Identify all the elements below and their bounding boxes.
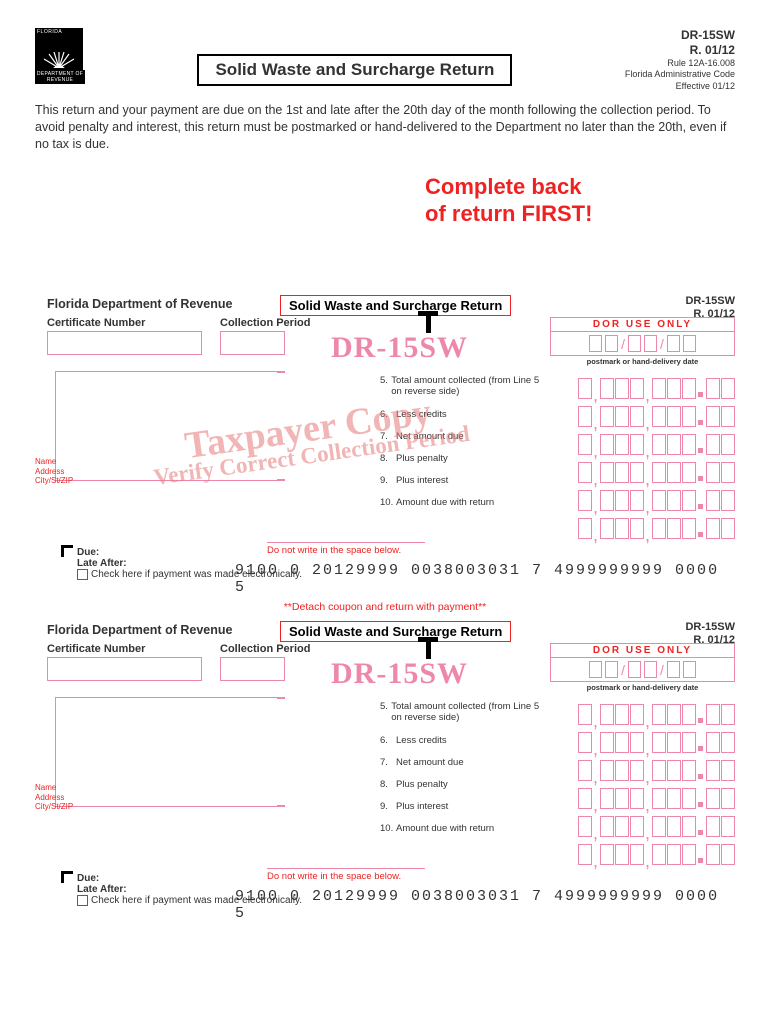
page-title: Solid Waste and Surcharge Return	[197, 54, 512, 86]
dor-use-label: DOR USE ONLY	[550, 643, 735, 657]
amount-row-7: ,,	[577, 757, 735, 781]
coll-label: Collection Period	[220, 643, 310, 655]
amount-row-6: ,,	[577, 403, 735, 427]
dor-date-boxes[interactable]: / /	[550, 657, 735, 682]
amount-grid[interactable]: ,, ,, ,, ,, ,, ,,	[577, 701, 735, 869]
dor-use-label: DOR USE ONLY	[550, 317, 735, 331]
amount-row-5: ,,	[577, 701, 735, 725]
amount-row-10: ,,	[577, 841, 735, 865]
address-bracket	[55, 371, 285, 481]
big-form-code: DR-15SW	[331, 657, 468, 691]
amount-row-7: ,,	[577, 431, 735, 455]
complete-back-notice: Complete back of return FIRST!	[425, 174, 735, 227]
amount-row-9: ,,	[577, 487, 735, 511]
header: FLORIDA DEPARTMENT OF REVENUE Solid Wast…	[35, 28, 735, 92]
line-items: 5.Total amount collected (from Line 5 on…	[380, 375, 545, 519]
dor-use-block: DOR USE ONLY / / postmark or hand-delive…	[550, 643, 735, 692]
amount-row-10: ,,	[577, 515, 735, 539]
dor-note: postmark or hand-delivery date	[550, 683, 735, 692]
big-red-line1: Complete back	[425, 174, 582, 199]
logo-bottom-text: DEPARTMENT OF REVENUE	[35, 70, 85, 84]
coupon-return: Florida Department of Revenue Solid Wast…	[35, 623, 735, 923]
logo-block: FLORIDA DEPARTMENT OF REVENUE	[35, 28, 85, 84]
coupon-title: Solid Waste and Surcharge Return	[280, 295, 511, 316]
amount-row-8: ,,	[577, 459, 735, 483]
rule: Rule 12A-16.008	[625, 58, 735, 69]
florida-logo: FLORIDA	[35, 28, 83, 70]
logo-top-text: FLORIDA	[37, 29, 62, 35]
amount-row-5: ,,	[577, 375, 735, 399]
form-number: DR-15SW	[625, 28, 735, 43]
cert-label: Certificate Number	[47, 317, 145, 329]
header-meta: DR-15SW R. 01/12 Rule 12A-16.008 Florida…	[625, 28, 735, 92]
big-form-code: DR-15SW	[331, 331, 468, 365]
effective: Effective 01/12	[625, 81, 735, 92]
address-bracket	[55, 697, 285, 807]
ocr-line: 9100 0 20129999 0038003031 7 4999999999 …	[235, 888, 735, 922]
big-red-line2: of return FIRST!	[425, 201, 592, 226]
dor-note: postmark or hand-delivery date	[550, 357, 735, 366]
ocr-line: 9100 0 20129999 0038003031 7 4999999999 …	[235, 562, 735, 596]
line-items: 5.Total amount collected (from Line 5 on…	[380, 701, 545, 845]
address-labels: Name Address City/St/ZIP	[35, 783, 79, 812]
collection-period-field[interactable]	[220, 657, 285, 681]
coupon-title: Solid Waste and Surcharge Return	[280, 621, 511, 642]
coupon-taxpayer: Florida Department of Revenue Solid Wast…	[35, 297, 735, 597]
collection-period-field[interactable]	[220, 331, 285, 355]
revision: R. 01/12	[625, 43, 735, 58]
dept-name: Florida Department of Revenue	[47, 623, 232, 637]
cert-number-field[interactable]	[47, 657, 202, 681]
amount-row-9: ,,	[577, 813, 735, 837]
cert-label: Certificate Number	[47, 643, 145, 655]
amount-row-6: ,,	[577, 729, 735, 753]
cert-number-field[interactable]	[47, 331, 202, 355]
dor-use-block: DOR USE ONLY / / postmark or hand-delive…	[550, 317, 735, 366]
electronic-payment-checkbox[interactable]	[77, 569, 88, 580]
amount-grid[interactable]: ,, ,, ,, ,, ,, ,,	[577, 375, 735, 543]
admin-code: Florida Administrative Code	[625, 69, 735, 80]
dor-date-boxes[interactable]: / /	[550, 331, 735, 356]
amount-row-8: ,,	[577, 785, 735, 809]
address-labels: Name Address City/St/ZIP	[35, 457, 79, 486]
dept-name: Florida Department of Revenue	[47, 297, 232, 311]
intro-text: This return and your payment are due on …	[35, 102, 735, 153]
coll-label: Collection Period	[220, 317, 310, 329]
detach-note: **Detach coupon and return with payment*…	[35, 601, 735, 613]
electronic-payment-checkbox[interactable]	[77, 895, 88, 906]
